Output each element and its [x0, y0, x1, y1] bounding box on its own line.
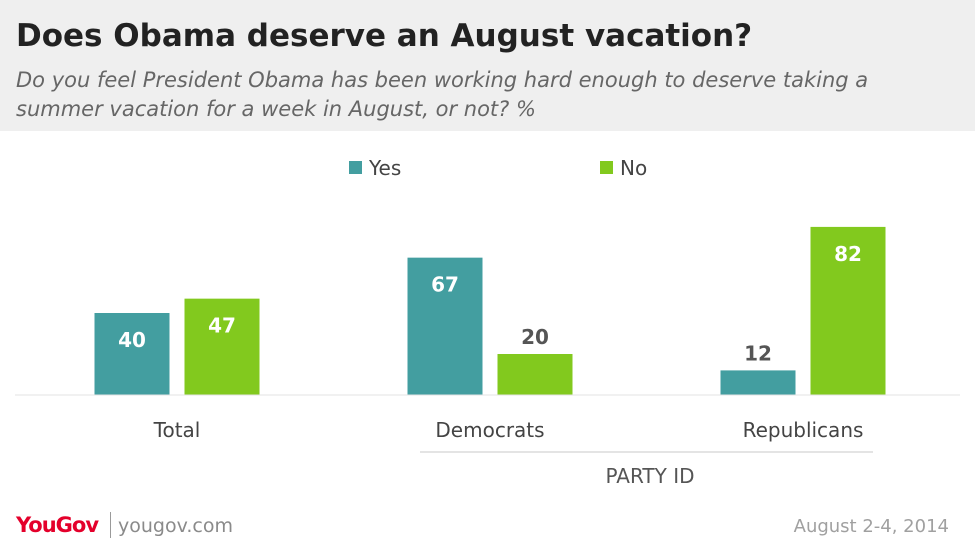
footer-divider	[110, 512, 111, 538]
value-label-democrats-yes: 67	[431, 273, 459, 297]
group-label: PARTY ID	[606, 464, 695, 488]
category-labels: Total Democrats Republicans	[153, 418, 864, 442]
value-label-democrats-no: 20	[521, 325, 549, 349]
footer-website: yougov.com	[118, 515, 233, 537]
legend-label-yes: Yes	[368, 156, 401, 180]
category-label-republicans: Republicans	[743, 418, 864, 442]
legend-swatch-no	[600, 161, 613, 174]
bar-total-no	[184, 298, 260, 395]
value-label-total-no: 47	[208, 314, 236, 338]
bar-democrats-no	[497, 354, 573, 395]
legend-swatch-yes	[349, 161, 362, 174]
bar-total-yes	[94, 313, 170, 395]
value-label-republicans-yes: 12	[744, 341, 772, 365]
bar-republicans-yes	[720, 370, 796, 395]
survey-date: August 2-4, 2014	[793, 516, 949, 537]
chart-subtitle: Do you feel President Obama has been wor…	[16, 68, 869, 121]
category-label-democrats: Democrats	[435, 418, 544, 442]
value-label-total-yes: 40	[118, 328, 146, 352]
chart-title: Does Obama deserve an August vacation?	[16, 18, 753, 54]
bars: 40 47 67 20 12 82	[94, 226, 886, 395]
category-label-total: Total	[153, 418, 201, 442]
bar-republicans-no	[810, 226, 886, 395]
legend: Yes No	[349, 156, 647, 180]
chart-header: Does Obama deserve an August vacation? D…	[0, 0, 975, 131]
bar-democrats-yes	[407, 257, 483, 395]
value-label-republicans-no: 82	[834, 242, 862, 266]
yougov-logo: YouGov	[16, 513, 99, 537]
legend-label-no: No	[620, 156, 647, 180]
